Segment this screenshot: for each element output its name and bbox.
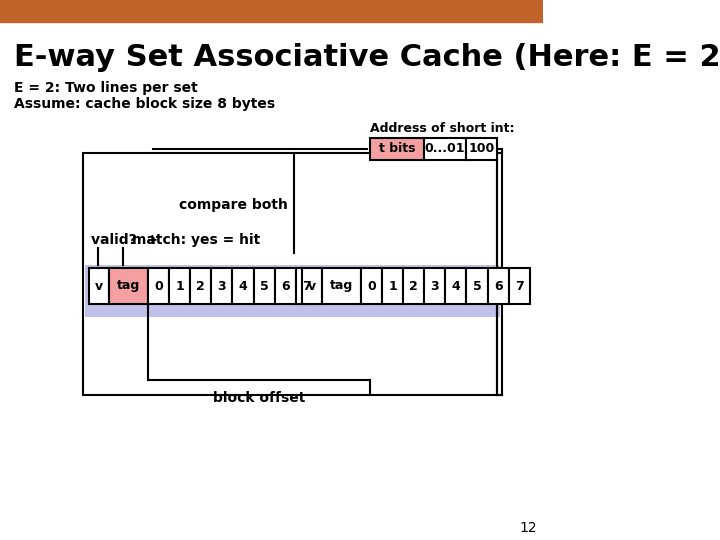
Bar xyxy=(212,268,233,304)
Bar xyxy=(148,268,169,304)
Text: compare both: compare both xyxy=(179,198,288,212)
Text: 4: 4 xyxy=(451,280,460,293)
Text: 3: 3 xyxy=(431,280,439,293)
Bar xyxy=(302,268,322,304)
Bar xyxy=(275,268,296,304)
Text: 7: 7 xyxy=(515,280,523,293)
Text: 6: 6 xyxy=(281,280,289,293)
Text: Assume: cache block size 8 bytes: Assume: cache block size 8 bytes xyxy=(14,97,275,111)
Text: 12: 12 xyxy=(520,521,537,535)
Text: 3: 3 xyxy=(217,280,226,293)
Bar xyxy=(487,268,509,304)
Bar xyxy=(424,268,445,304)
Text: E = 2: Two lines per set: E = 2: Two lines per set xyxy=(14,81,197,95)
Text: tag: tag xyxy=(330,280,353,293)
Bar xyxy=(85,265,500,317)
Bar xyxy=(109,268,148,304)
Bar xyxy=(403,268,424,304)
Text: v: v xyxy=(307,280,316,293)
Text: Address of short int:: Address of short int: xyxy=(370,122,514,134)
Text: E-way Set Associative Cache (Here: E = 2): E-way Set Associative Cache (Here: E = 2… xyxy=(14,44,720,72)
Text: t bits: t bits xyxy=(379,143,415,156)
Text: 5: 5 xyxy=(260,280,269,293)
Bar xyxy=(370,138,424,160)
Bar xyxy=(424,138,466,160)
Text: tag: tag xyxy=(117,280,140,293)
Text: valid?  +: valid? + xyxy=(91,233,158,247)
Bar xyxy=(361,268,382,304)
Bar xyxy=(253,268,275,304)
Text: 1: 1 xyxy=(175,280,184,293)
Text: 0: 0 xyxy=(154,280,163,293)
Bar xyxy=(0,0,544,22)
Text: block offset: block offset xyxy=(212,391,305,405)
Bar xyxy=(89,268,109,304)
Text: 2: 2 xyxy=(197,280,205,293)
Text: v: v xyxy=(95,280,103,293)
Bar xyxy=(190,268,212,304)
Text: 1: 1 xyxy=(388,280,397,293)
Bar xyxy=(467,268,487,304)
Text: 2: 2 xyxy=(409,280,418,293)
Text: 0...01: 0...01 xyxy=(425,143,465,156)
Bar xyxy=(169,268,190,304)
Bar xyxy=(83,153,502,395)
Bar xyxy=(445,268,467,304)
Bar xyxy=(322,268,361,304)
Bar xyxy=(382,268,403,304)
Text: 100: 100 xyxy=(469,143,495,156)
Bar xyxy=(296,268,317,304)
Text: match: yes = hit: match: yes = hit xyxy=(132,233,261,247)
Bar xyxy=(509,268,530,304)
Text: 7: 7 xyxy=(302,280,311,293)
Bar xyxy=(233,268,253,304)
Text: 6: 6 xyxy=(494,280,503,293)
Text: 4: 4 xyxy=(238,280,248,293)
Bar xyxy=(466,138,498,160)
Text: 0: 0 xyxy=(367,280,376,293)
Text: 5: 5 xyxy=(472,280,482,293)
